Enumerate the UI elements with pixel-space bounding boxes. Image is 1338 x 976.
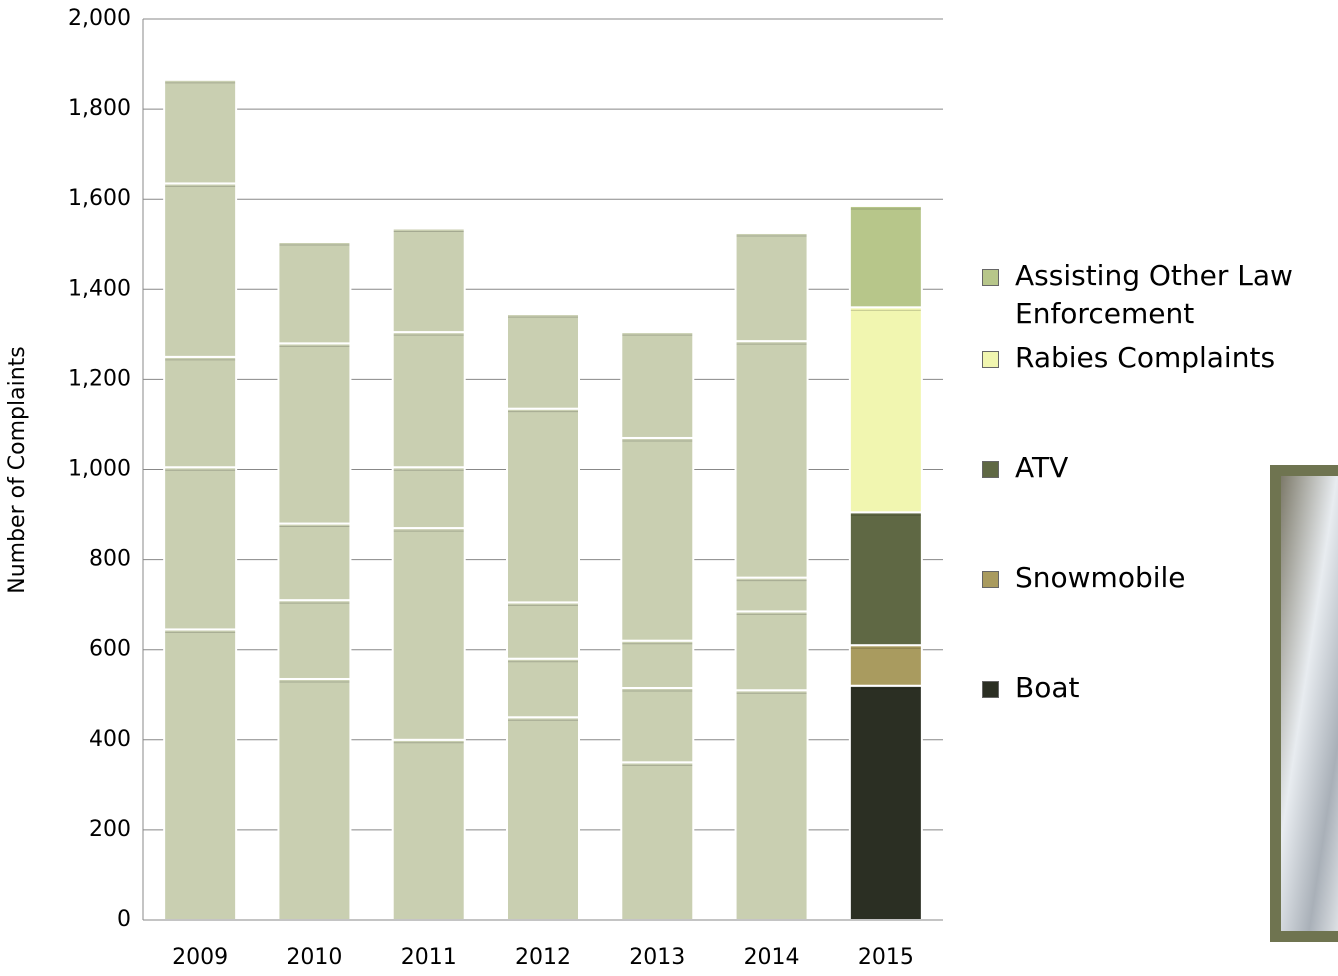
y-tick-label: 400 — [89, 727, 131, 752]
page: Number of Complaints 0 200 400 600 800 1,000 1… — [0, 0, 1338, 976]
bar-segment — [164, 80, 236, 184]
bar-segment — [164, 183, 236, 356]
x-tick-label: 2014 — [744, 945, 800, 970]
bar-segment — [507, 314, 579, 409]
legend-swatch — [982, 681, 999, 698]
bar-segment — [393, 528, 465, 740]
bar-segment — [278, 343, 350, 523]
bar-segment — [164, 629, 236, 920]
bar-segment — [507, 659, 579, 718]
bar-segment — [621, 688, 693, 762]
legend-item: Boat — [982, 669, 1332, 707]
y-tick-label: 200 — [89, 817, 131, 842]
bar-segment — [850, 307, 922, 512]
legend-label: Boat — [1015, 669, 1338, 707]
bar-segment — [850, 645, 922, 686]
bar-segment — [621, 762, 693, 920]
legend-item: ATV — [982, 449, 1332, 487]
bar-segment — [278, 242, 350, 343]
y-tick-label: 2,000 — [68, 6, 131, 31]
bar-segment — [850, 206, 922, 307]
y-axis-label: Number of Complaints — [5, 346, 30, 594]
legend-swatch — [982, 351, 999, 368]
x-tick-label: 2009 — [172, 945, 228, 970]
bar-segment — [507, 602, 579, 658]
bar-segment — [621, 438, 693, 641]
bar-segment — [393, 467, 465, 528]
legend-swatch — [982, 461, 999, 478]
legend-swatch — [982, 269, 999, 286]
legend-swatch — [982, 571, 999, 588]
legend-item: Assisting Other Law Enforcement — [982, 257, 1332, 333]
y-tick-label: 0 — [117, 907, 131, 932]
bar-segment — [621, 641, 693, 688]
bar-segment — [621, 332, 693, 438]
legend-label: Rabies Complaints — [1015, 339, 1338, 377]
chart: Number of Complaints 0 200 400 600 800 1,000 1… — [0, 0, 1338, 976]
bar-segment — [164, 467, 236, 629]
x-tick-label: 2011 — [401, 945, 457, 970]
y-tick-label: 1,800 — [68, 96, 131, 121]
legend-label: ATV — [1015, 449, 1338, 487]
bar-segment — [507, 717, 579, 920]
bar-segment — [736, 233, 808, 341]
bar-segment — [164, 357, 236, 467]
bar-segment — [278, 524, 350, 601]
bar-segment — [393, 228, 465, 332]
bar-segment — [736, 690, 808, 920]
bar-segment — [850, 686, 922, 920]
x-tick-label: 2010 — [286, 945, 342, 970]
y-tick-label: 1,200 — [68, 366, 131, 391]
legend-label: Assisting Other Law Enforcement — [1015, 257, 1338, 333]
legend-item: Snowmobile — [982, 559, 1332, 597]
bar-segment — [736, 611, 808, 690]
y-tick-label: 1,600 — [68, 186, 131, 211]
y-tick-label: 800 — [89, 547, 131, 572]
bar-segment — [736, 578, 808, 612]
bar-segment — [278, 600, 350, 679]
bar-segment — [507, 409, 579, 603]
bar-segment — [393, 740, 465, 920]
x-tick-label: 2012 — [515, 945, 571, 970]
x-tick-label: 2015 — [858, 945, 914, 970]
bar-segment — [278, 679, 350, 920]
legend-label: Snowmobile — [1015, 559, 1338, 597]
legend-item: Rabies Complaints — [982, 339, 1332, 377]
bar-segment — [736, 341, 808, 578]
bar-segment — [393, 332, 465, 467]
y-tick-label: 600 — [89, 637, 131, 662]
y-tick-label: 1,400 — [68, 276, 131, 301]
bar-segment — [850, 512, 922, 645]
y-tick-label: 1,000 — [68, 457, 131, 482]
x-tick-label: 2013 — [629, 945, 685, 970]
